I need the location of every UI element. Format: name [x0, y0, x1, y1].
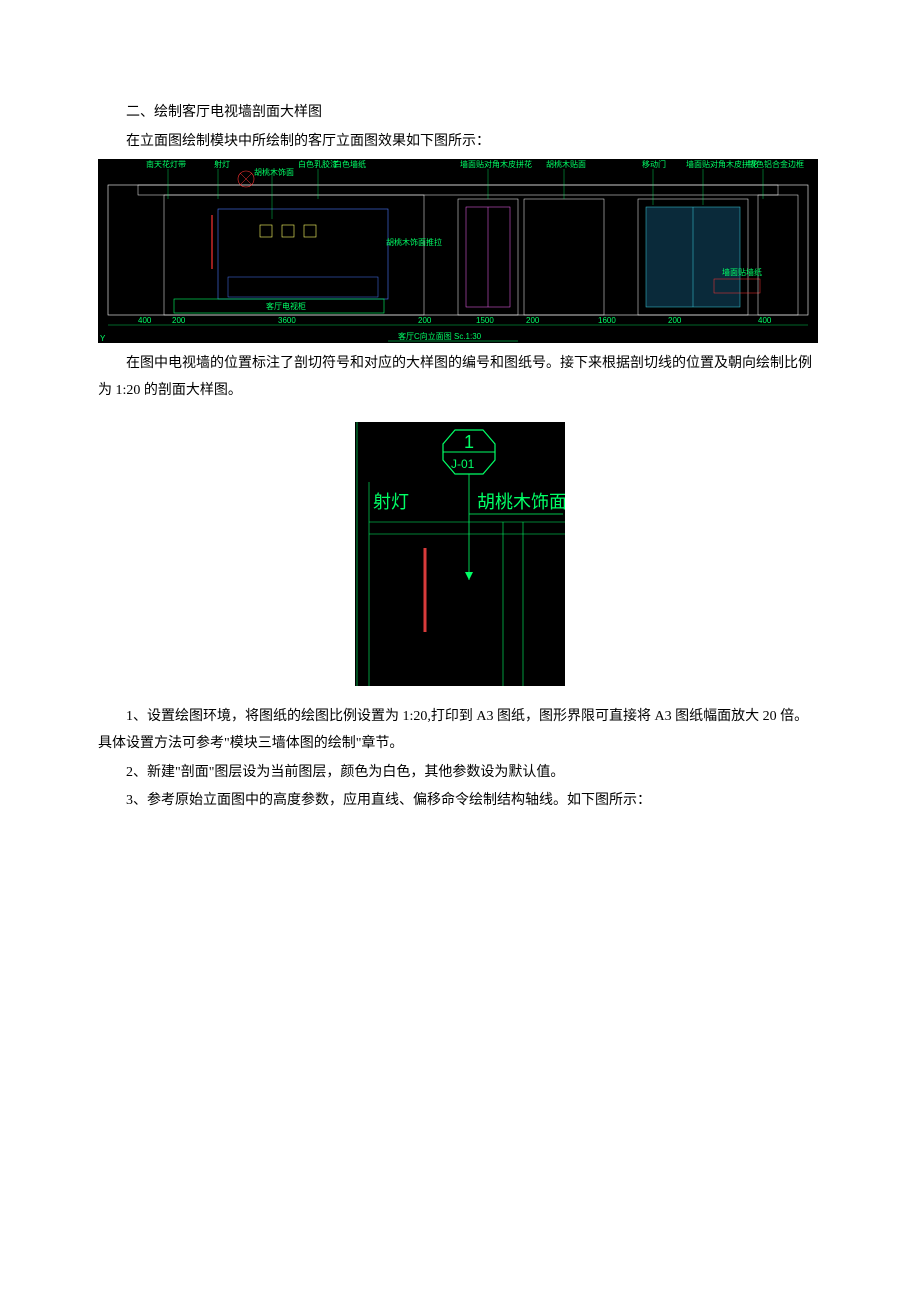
tv-panel-blue	[218, 209, 388, 299]
mid-paragraph: 在图中电视墙的位置标注了剖切符号和对应的大样图的编号和图纸号。接下来根据剖切线的…	[98, 351, 822, 404]
dim-0: 400	[138, 316, 152, 325]
drawing-title: 客厅C向立面图 Sc.1:30	[398, 331, 482, 341]
mid-wall	[524, 199, 604, 315]
figure-2-container: 1 J-01 射灯 胡桃木饰面	[355, 422, 565, 686]
cad-section-svg: 1 J-01 射灯 胡桃木饰面	[355, 422, 565, 686]
leader-arrowhead	[465, 572, 473, 580]
top-label-3: 白色乳胶漆	[298, 159, 338, 169]
top-label-5: 墙面贴对角木皮拼花	[460, 159, 532, 169]
spotlight-3	[304, 225, 316, 237]
top-label-7: 移动门	[642, 159, 666, 169]
dim-6: 1600	[598, 316, 616, 325]
top-label-2: 胡桃木饰面	[254, 167, 294, 177]
ceiling-band	[138, 185, 778, 195]
axis-y-marker: Y	[100, 334, 106, 343]
right-wall	[758, 195, 798, 315]
top-label-4: 白色墙纸	[334, 159, 366, 169]
step-3: 3、参考原始立面图中的高度参数，应用直线、偏移命令绘制结构轴线。如下图所示：	[98, 788, 822, 815]
figure-1-container: 南天花灯带 射灯 胡桃木饰面 白色乳胶漆 白色墙纸 墙面贴对角木皮拼花 胡桃木贴…	[98, 159, 818, 343]
cad-elevation-svg: 南天花灯带 射灯 胡桃木饰面 白色乳胶漆 白色墙纸 墙面贴对角木皮拼花 胡桃木贴…	[98, 159, 818, 343]
dim-3: 200	[418, 316, 432, 325]
section-heading: 二、绘制客厅电视墙剖面大样图	[98, 100, 822, 127]
section-marker-top: 1	[464, 432, 474, 452]
dim-4: 1500	[476, 316, 494, 325]
dim-1: 200	[172, 316, 186, 325]
top-label-1: 射灯	[214, 159, 230, 169]
section-marker-bottom: J-01	[451, 457, 475, 471]
dim-2: 3600	[278, 316, 296, 325]
spotlight-1	[260, 225, 272, 237]
detail-label-right: 胡桃木饰面	[477, 492, 565, 512]
cad-elevation-drawing: 南天花灯带 射灯 胡桃木饰面 白色乳胶漆 白色墙纸 墙面贴对角木皮拼花 胡桃木贴…	[98, 159, 818, 343]
detail-label-left: 射灯	[373, 492, 409, 512]
step-2: 2、新建"剖面"图层设为当前图层，颜色为白色，其他参数设为默认值。	[98, 760, 822, 787]
dim-7: 200	[668, 316, 682, 325]
top-label-9: 银色铝合金边框	[748, 159, 804, 169]
tv-panel-inner	[228, 277, 378, 297]
cad-section-detail: 1 J-01 射灯 胡桃木饰面	[355, 422, 565, 686]
step-1: 1、设置绘图环境，将图纸的绘图比例设置为 1:20,打印到 A3 图纸，图形界限…	[98, 704, 822, 757]
spotlight-2	[282, 225, 294, 237]
mid-label-1: 墙面贴墙纸	[722, 267, 762, 277]
intro-paragraph: 在立面图绘制模块中所绘制的客厅立面图效果如下图所示：	[98, 129, 822, 156]
dim-8: 400	[758, 316, 772, 325]
mid-label-0: 胡桃木饰面推拉	[386, 237, 442, 247]
top-label-6: 胡桃木贴面	[546, 159, 586, 169]
top-label-0: 南天花灯带	[146, 159, 186, 169]
low-label-0: 客厅电视柜	[266, 301, 306, 311]
dim-5: 200	[526, 316, 540, 325]
